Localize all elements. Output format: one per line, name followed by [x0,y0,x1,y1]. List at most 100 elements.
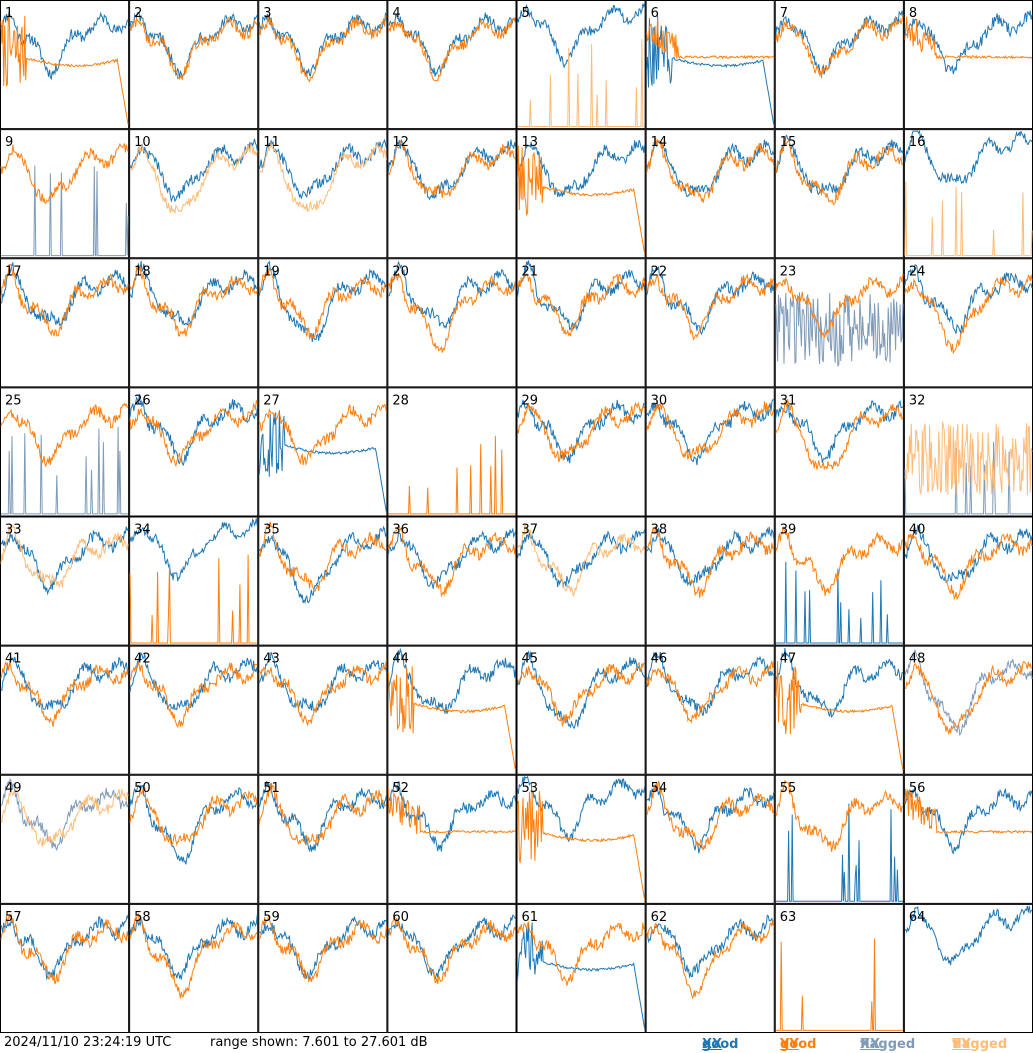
panel-frame [0,774,130,904]
panel-frame [0,0,130,130]
panel-frame [129,0,259,130]
series-xx-2 [129,11,258,80]
panel-label-40: 40 [909,523,926,538]
panel-label-16: 16 [909,135,926,150]
series-xx-36 [387,527,516,589]
panel-48: 48 [903,645,1033,775]
range-label: range shown: 7.601 to 27.601 dB [210,1035,428,1050]
series-xx-10 [129,138,258,203]
series-xx-49 [1,777,129,852]
series-xx-20 [388,260,516,330]
panel-label-11: 11 [263,135,280,150]
series-xx-7 [775,10,904,79]
series-yy-48 [904,660,1033,736]
panel-54: 54 [645,774,775,904]
series-yy-60 [388,917,516,984]
series-xx-56 [904,786,1033,855]
panel-label-1: 1 [5,6,13,21]
panel-label-57: 57 [5,910,22,925]
panel-label-30: 30 [651,393,668,408]
panel-label-39: 39 [780,523,797,538]
panel-frame [774,387,904,517]
panel-frame [516,903,646,1033]
panel-label-49: 49 [5,781,22,796]
panel-label-25: 25 [5,393,22,408]
panel-4: 4 [387,0,517,130]
panel-frame [258,903,388,1033]
series-xx-22 [646,266,775,336]
panel-label-22: 22 [651,264,668,279]
series-yy-25 [0,402,129,468]
panel-42: 42 [129,645,259,775]
panel-frame [516,129,646,259]
panel-25: 25 [0,387,130,517]
series-yy-12 [387,141,516,199]
panel-20: 20 [387,258,517,388]
panel-label-12: 12 [392,135,409,150]
panel-frame [258,387,388,517]
panel-frame [387,516,517,646]
panel-45: 45 [516,645,646,775]
series-xx-6 [646,15,775,125]
series-xx-32 [904,441,1032,515]
panel-57: 57 [0,903,130,1033]
panel-frame [258,516,388,646]
panel-label-31: 31 [780,393,797,408]
series-yy-55 [775,779,903,852]
panel-label-3: 3 [263,6,271,21]
panel-40: 40 [903,516,1033,646]
panel-label-56: 56 [909,781,926,796]
panel-label-19: 19 [263,264,280,279]
panel-12: 12 [387,129,517,259]
panel-37: 37 [516,516,646,646]
series-xx-44 [387,647,516,715]
panel-frame [516,774,646,904]
panel-label-55: 55 [780,781,797,796]
panel-label-54: 54 [651,781,668,796]
series-xx-41 [0,656,129,710]
panel-label-43: 43 [263,652,280,667]
panel-label-58: 58 [134,910,151,925]
series-yy-15 [775,139,904,206]
panel-label-34: 34 [134,523,151,538]
series-xx-13 [517,139,646,198]
panel-62: 62 [645,903,775,1033]
panel-frame [258,129,388,259]
panel-39: 39 [774,516,904,646]
panel-frame [645,774,775,904]
series-yy-42 [129,661,258,729]
panel-frame [516,516,646,646]
panel-35: 35 [258,516,388,646]
series-xx-5 [517,3,646,69]
panel-7: 7 [774,0,904,130]
panel-29: 29 [516,387,646,517]
panel-frame [645,258,775,388]
series-xx-39 [775,561,903,644]
panel-frame [645,903,775,1033]
panel-frame [0,516,130,646]
panel-frame [0,903,130,1033]
panel-frame [258,0,388,130]
panel-label-2: 2 [134,6,142,21]
panel-8: 8 [903,0,1033,130]
panel-label-51: 51 [263,781,280,796]
series-yy-22 [646,272,775,341]
panel-32: 32 [903,387,1033,517]
panel-2: 2 [129,0,259,130]
panel-frame [387,903,517,1033]
panel-50: 50 [129,774,259,904]
series-xx-30 [646,399,774,466]
series-yy-41 [0,659,129,728]
panel-frame [129,903,259,1033]
panel-31: 31 [774,387,904,517]
series-yy-17 [0,263,129,337]
series-yy-6 [646,18,775,60]
panel-58: 58 [129,903,259,1033]
panel-label-15: 15 [780,135,797,150]
panel-label-53: 53 [522,781,539,796]
panel-3: 3 [258,0,388,130]
panel-frame [774,129,904,259]
panel-label-35: 35 [263,523,280,538]
panel-label-52: 52 [392,781,409,796]
series-yy-63 [775,938,903,1031]
